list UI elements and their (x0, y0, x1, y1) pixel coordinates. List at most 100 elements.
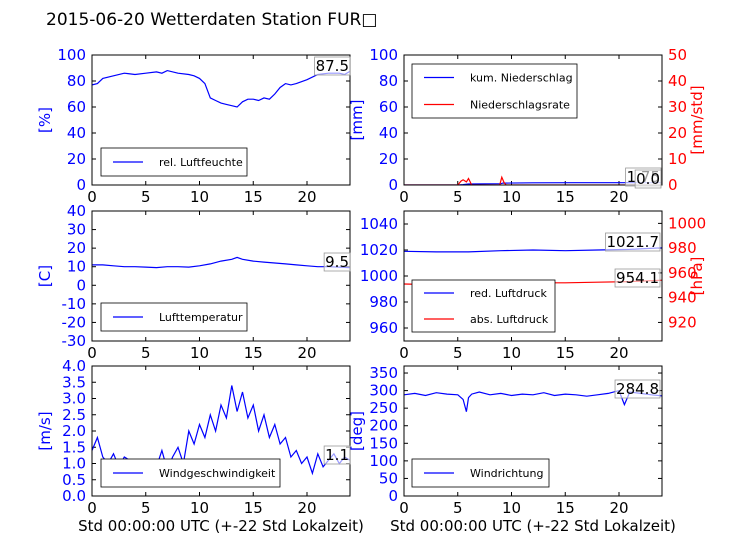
y-tick-label: 20 (67, 150, 86, 168)
x-tick-label: 0 (87, 188, 97, 206)
y2-tick-label: 980 (668, 239, 697, 257)
y-tick-label: 1000 (360, 267, 398, 285)
x-tick-label: 10 (190, 344, 209, 362)
x-axis-label: Std 00:00:00 UTC (+-22 Std Lokalzeit) (390, 517, 676, 535)
x-tick-label: 5 (453, 499, 463, 517)
y2-tick-label: 20 (668, 124, 687, 142)
x-tick-label: 10 (502, 188, 521, 206)
y-tick-label: 60 (67, 98, 86, 116)
legend-label: Windgeschwindigkeit (159, 467, 276, 480)
y-tick-label: 100 (369, 452, 398, 470)
y-tick-label: 0 (76, 276, 86, 294)
last-value-box (634, 169, 662, 189)
x-tick-label: 10 (190, 499, 209, 517)
y-tick-label: 350 (369, 364, 398, 382)
y2-tick-label: 40 (668, 72, 687, 90)
x-tick-label: 0 (399, 188, 409, 206)
y-tick-label: 300 (369, 382, 398, 400)
y-tick-label: 3.5 (62, 373, 86, 391)
legend-label: Niederschlagsrate (470, 99, 570, 112)
x-tick-label: 0 (87, 344, 97, 362)
x-tick-label: 15 (244, 499, 263, 517)
y-tick-label: 0.5 (62, 471, 86, 489)
y-tick-label: 60 (379, 98, 398, 116)
legend-label: kum. Niederschlag (470, 72, 573, 85)
y-axis-label: [%] (36, 107, 54, 133)
y-tick-label: 250 (369, 399, 398, 417)
x-tick-label: 15 (556, 344, 575, 362)
y-tick-label: -10 (62, 295, 87, 313)
y-tick-label: 20 (67, 239, 86, 257)
last-value-label: 0.0 (636, 170, 660, 188)
y-tick-label: 40 (67, 202, 86, 220)
x-tick-label: 20 (609, 499, 628, 517)
y-tick-label: 100 (57, 46, 86, 64)
x-tick-label: 5 (141, 344, 151, 362)
y-tick-label: 20 (379, 150, 398, 168)
x-tick-label: 5 (453, 344, 463, 362)
y2-tick-label: 50 (668, 46, 687, 64)
legend-label: Lufttemperatur (159, 311, 243, 324)
series-line (404, 175, 662, 185)
y2-axis-label: [hPa] (688, 257, 706, 296)
last-value-label: 1.1 (325, 446, 349, 464)
x-tick-label: 10 (502, 499, 521, 517)
x-tick-label: 20 (297, 499, 316, 517)
x-tick-label: 20 (297, 344, 316, 362)
y-tick-label: 960 (369, 319, 398, 337)
x-tick-label: 15 (556, 188, 575, 206)
last-value-box (323, 445, 351, 465)
y-tick-label: 200 (369, 417, 398, 435)
last-value-box (323, 252, 351, 272)
y-tick-label: 980 (369, 293, 398, 311)
series-line (92, 256, 350, 269)
y-axis-label: [mm] (348, 100, 366, 141)
x-tick-label: 15 (244, 188, 263, 206)
x-tick-label: 20 (609, 188, 628, 206)
y-tick-label: 10 (67, 258, 86, 276)
y2-tick-label: 940 (668, 289, 697, 307)
y-tick-label: 0.0 (62, 487, 86, 505)
series-line (92, 69, 350, 108)
y2-axis-label: [mm/std] (688, 85, 706, 154)
legend-label: rel. Luftfeuchte (159, 156, 243, 169)
y-tick-label: 2.5 (62, 406, 86, 424)
y-tick-label: 2.0 (62, 422, 86, 440)
y2-tick-label: 920 (668, 313, 697, 331)
x-tick-label: 15 (556, 499, 575, 517)
last-value-label: 284.8 (616, 380, 659, 398)
y-tick-label: 80 (67, 72, 86, 90)
last-value-label: 9.5 (325, 253, 349, 271)
y-tick-label: 0 (76, 176, 86, 194)
y2-tick-label: 960 (668, 264, 697, 282)
last-value-box (614, 268, 661, 288)
legend-label: abs. Luftdruck (470, 313, 549, 326)
y-tick-label: 150 (369, 434, 398, 452)
plot-frame (403, 365, 663, 497)
y2-tick-label: 0 (668, 176, 678, 194)
plot-frame (91, 365, 351, 497)
y-tick-label: 100 (369, 46, 398, 64)
x-tick-label: 0 (87, 499, 97, 517)
y-tick-label: 50 (379, 469, 398, 487)
y-tick-label: 1.0 (62, 455, 86, 473)
plot-frame (91, 54, 351, 186)
legend-box (411, 279, 556, 333)
legend-label: red. Luftdruck (470, 287, 547, 300)
y2-tick-label: 1000 (668, 214, 706, 232)
x-tick-label: 20 (609, 344, 628, 362)
y-axis-label: [C] (36, 265, 54, 287)
x-axis-label: Std 00:00:00 UTC (+-22 Std Lokalzeit) (78, 517, 364, 535)
page-title: 2015-06-20 Wetterdaten Station FUR□ (46, 10, 378, 30)
y-tick-label: 1040 (360, 215, 398, 233)
x-tick-label: 5 (141, 499, 151, 517)
y-axis-label: [deg] (348, 411, 366, 451)
x-tick-label: 15 (244, 344, 263, 362)
plot-frame (403, 210, 663, 342)
plot-frame (91, 210, 351, 342)
y-tick-label: -20 (62, 313, 87, 331)
legend-label: Windrichtung (470, 467, 543, 480)
y-tick-label: 3.0 (62, 390, 86, 408)
y-tick-label: 1.5 (62, 438, 86, 456)
